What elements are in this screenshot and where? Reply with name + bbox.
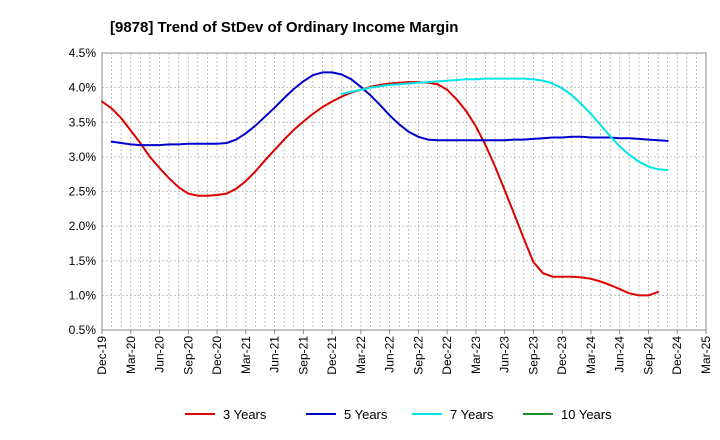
y-tick-label: 3.5% (69, 115, 97, 129)
x-tick-label: Sep-24 (641, 336, 655, 375)
y-tick-label: 4.0% (69, 81, 97, 95)
series-line-7-years (340, 77, 669, 171)
x-tick-label: Mar-22 (354, 336, 368, 374)
legend-label-7-years: 7 Years (450, 407, 494, 422)
x-tick-label: Mar-20 (124, 336, 138, 374)
x-tick-label: Jun-23 (498, 336, 512, 373)
x-tick-label: Dec-24 (670, 336, 684, 375)
y-axis-ticks: 0.5% 1.0% 1.5% 2.0% 2.5% 3.0% 3.5% 4.0% 4.5% (69, 46, 97, 337)
y-tick-label: 1.5% (69, 254, 97, 268)
x-tick-label: Dec-20 (210, 336, 224, 375)
x-tick-label: Mar-23 (469, 336, 483, 374)
y-tick-label: 2.0% (69, 219, 97, 233)
x-tick-label: Jun-24 (613, 336, 627, 373)
grid (102, 53, 706, 330)
x-tick-label: Dec-19 (95, 336, 109, 375)
legend: 3 Years 5 Years 7 Years 10 Years (185, 407, 612, 422)
x-tick-label: Mar-24 (584, 336, 598, 374)
x-tick-label: Sep-22 (411, 336, 425, 375)
x-tick-label: Dec-21 (325, 336, 339, 375)
x-axis-ticks: Dec-19 Mar-20 Jun-20 Sep-20 Dec-20 Mar-21 Jun-… (95, 330, 713, 375)
series-line-5-years (110, 71, 669, 147)
series-line-3-years (101, 81, 660, 297)
legend-label-5-years: 5 Years (344, 407, 388, 422)
x-tick-label: Dec-23 (555, 336, 569, 375)
y-tick-label: 4.5% (69, 46, 97, 60)
y-tick-label: 0.5% (69, 323, 97, 337)
y-tick-label: 3.0% (69, 150, 97, 164)
x-tick-label: Sep-23 (526, 336, 540, 375)
x-tick-label: Mar-25 (699, 336, 713, 374)
x-tick-label: Jun-22 (383, 336, 397, 373)
x-tick-label: Sep-20 (181, 336, 195, 375)
y-tick-label: 1.0% (69, 288, 97, 302)
series-lines (101, 71, 669, 297)
y-tick-label: 2.5% (69, 185, 97, 199)
x-tick-label: Jun-20 (153, 336, 167, 373)
x-tick-label: Mar-21 (239, 336, 253, 374)
x-tick-label: Dec-22 (440, 336, 454, 375)
legend-label-10-years: 10 Years (561, 407, 612, 422)
chart-title: [9878] Trend of StDev of Ordinary Income… (110, 19, 458, 36)
x-tick-label: Sep-21 (296, 336, 310, 375)
legend-label-3-years: 3 Years (223, 407, 267, 422)
x-tick-label: Jun-21 (268, 336, 282, 373)
